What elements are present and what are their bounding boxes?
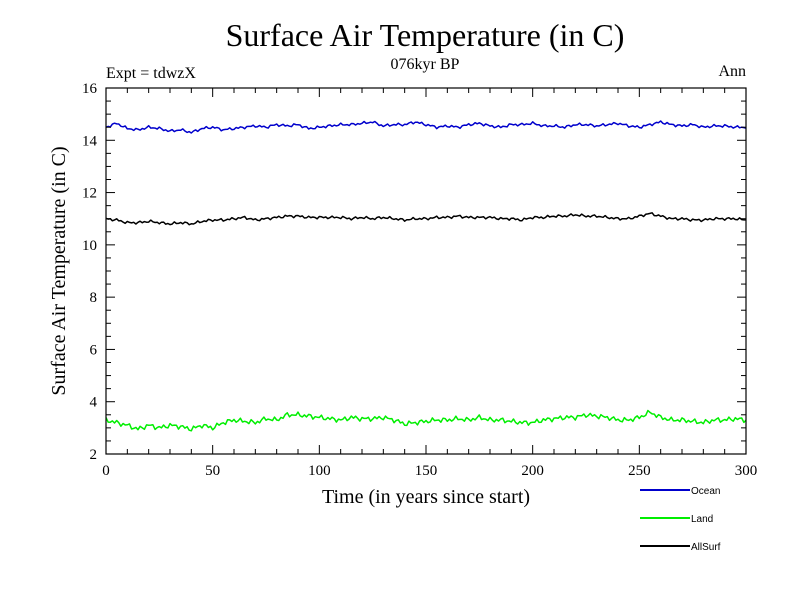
x-axis-label: Time (in years since start) (322, 486, 530, 508)
experiment-label: Expt = tdwzX (106, 65, 196, 82)
y-tick-label: 8 (90, 290, 98, 306)
x-tick-label: 200 (521, 463, 544, 479)
x-tick-label: 100 (308, 463, 331, 479)
legend: Ocean Land AllSurf (640, 486, 721, 553)
y-tick-label: 14 (82, 133, 98, 149)
legend-label-ocean: Ocean (691, 486, 720, 497)
x-tick-label: 150 (415, 463, 438, 479)
series-line-allsurf (105, 212, 746, 226)
x-tick-label: 0 (102, 463, 110, 479)
x-tick-label: 50 (205, 463, 220, 479)
y-tick-label: 2 (90, 447, 98, 463)
season-label: Ann (718, 63, 746, 80)
x-tick-label: 300 (735, 463, 758, 479)
y-tick-label: 4 (90, 395, 98, 411)
plot-area (105, 120, 747, 432)
legend-label-allsurf: AllSurf (691, 542, 721, 553)
chart-title: Surface Air Temperature (in C) (226, 17, 625, 53)
plot-frame (105, 87, 747, 455)
series-line-ocean (105, 120, 747, 134)
y-tick-label: 10 (82, 238, 97, 254)
y-tick-label: 12 (82, 186, 97, 202)
period-label: 076kyr BP (391, 56, 460, 73)
y-tick-label: 16 (82, 81, 98, 97)
y-axis-label: Surface Air Temperature (in C) (48, 146, 70, 395)
y-tick-label: 6 (90, 342, 98, 358)
axis-ticks: 0 50 100 150 200 250 300 2 4 6 8 10 12 14 16 (82, 81, 757, 479)
x-tick-label: 250 (628, 463, 651, 479)
legend-label-land: Land (691, 514, 713, 525)
series-line-land (105, 409, 747, 432)
